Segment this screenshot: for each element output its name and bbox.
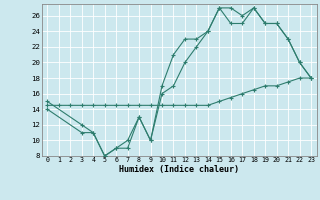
X-axis label: Humidex (Indice chaleur): Humidex (Indice chaleur) xyxy=(119,165,239,174)
